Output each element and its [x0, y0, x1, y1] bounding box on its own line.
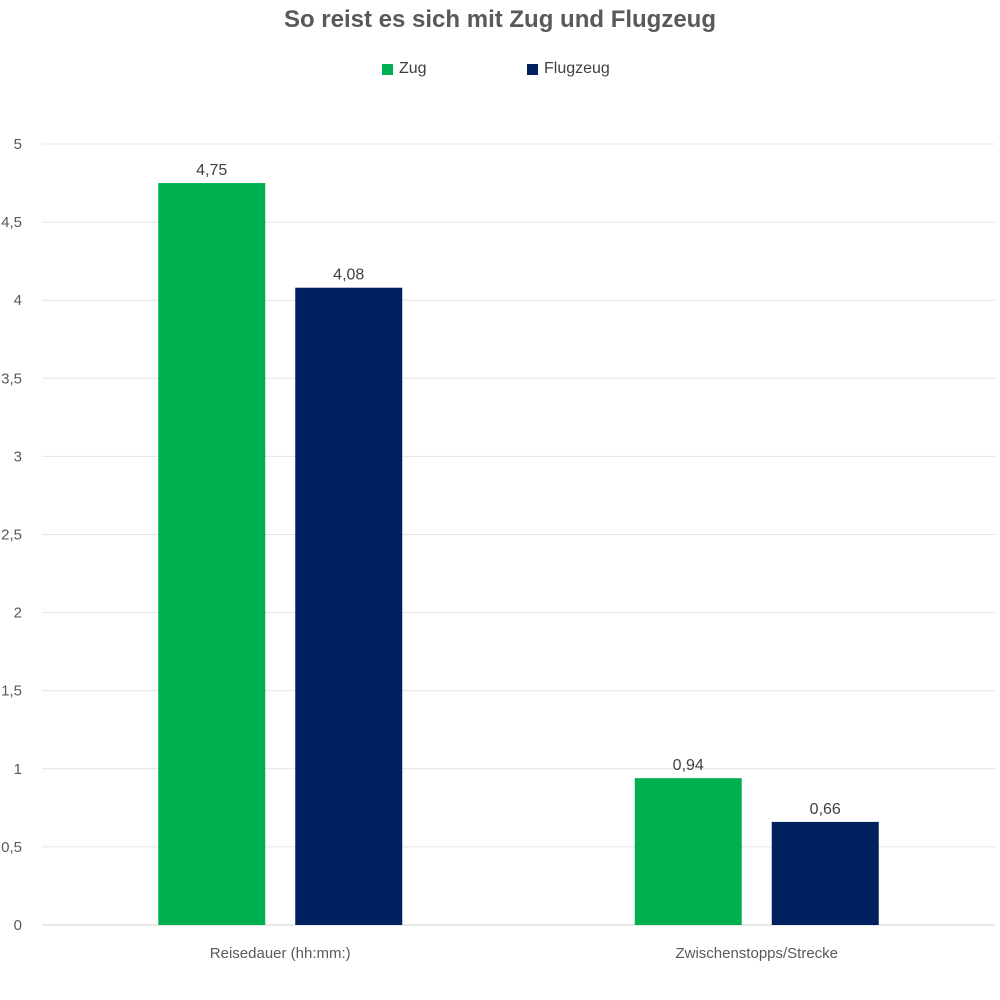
- y-tick-label: 0,5: [1, 839, 22, 856]
- y-tick-label: 2,5: [1, 527, 22, 544]
- bar: [295, 287, 403, 926]
- legend-swatch-flugzeug: [527, 63, 538, 75]
- legend-item-flugzeug: Flugzeug: [527, 60, 610, 78]
- data-label: 0,66: [810, 801, 841, 818]
- y-tick-label: 2: [14, 605, 22, 622]
- y-tick-label: 5: [14, 136, 22, 153]
- y-tick-label: 4: [14, 292, 22, 309]
- data-label: 4,08: [333, 267, 364, 284]
- legend: Zug Flugzeug: [0, 60, 1000, 84]
- y-tick-label: 0: [14, 917, 22, 934]
- chart-title: So reist es sich mit Zug und Flugzeug: [283, 6, 717, 33]
- legend-label-zug: Zug: [399, 60, 427, 77]
- bar: [158, 183, 266, 926]
- legend-swatch-zug: [382, 63, 393, 75]
- data-label: 0,94: [673, 757, 704, 774]
- x-tick-label: Reisedauer (hh:mm:): [210, 945, 351, 962]
- y-tick-label: 3: [14, 448, 22, 465]
- legend-label-flugzeug: Flugzeug: [544, 60, 610, 77]
- y-tick-label: 3,5: [1, 370, 22, 387]
- y-tick-label: 1,5: [1, 683, 22, 700]
- bar: [634, 778, 742, 925]
- bar: [771, 821, 879, 925]
- legend-item-zug: Zug: [382, 60, 427, 78]
- y-tick-label: 1: [14, 761, 22, 778]
- y-tick-label: 4,5: [1, 214, 22, 231]
- data-label: 4,75: [196, 162, 227, 179]
- x-tick-label: Zwischenstopps/Strecke: [675, 945, 838, 962]
